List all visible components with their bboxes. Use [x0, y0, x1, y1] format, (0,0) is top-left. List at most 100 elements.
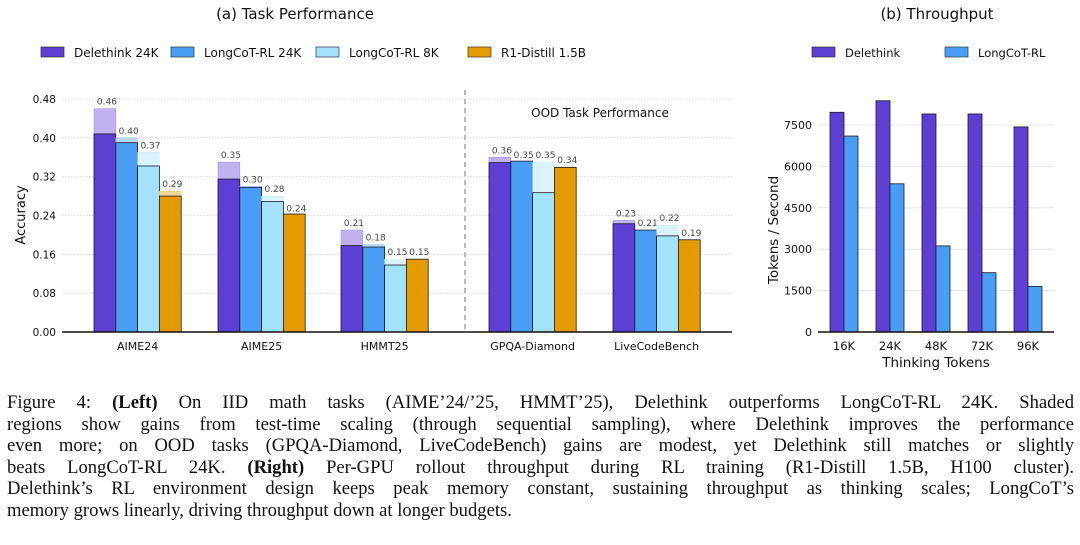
- bar: [340, 245, 364, 333]
- caption-text: memory grows linearly, driving throughpu…: [7, 499, 512, 521]
- bar-scaling-gain: [261, 195, 284, 202]
- bar: [510, 160, 533, 333]
- x-tick-label: HMMT25: [361, 340, 409, 353]
- bar-scaling-gain: [115, 137, 138, 143]
- bar: [843, 135, 859, 333]
- bar: [634, 229, 657, 333]
- bar: [384, 264, 407, 333]
- data-label: 0.22: [659, 214, 679, 224]
- y-tick-label: 4500: [784, 202, 812, 215]
- bar-scaling-gain: [532, 161, 555, 193]
- data-label: 0.46: [97, 98, 117, 108]
- data-label: 0.35: [221, 151, 241, 161]
- caption-text: Per-GPU rollout throughput during RL tra…: [304, 456, 1074, 478]
- data-label: 0.37: [140, 141, 160, 151]
- figure: (a) Task Performance Delethink 24K LongCoT…: [14, 5, 1054, 371]
- caption-text: Delethink’s RL environment design keeps …: [7, 478, 1074, 500]
- bar: [829, 111, 845, 333]
- x-tick-label: AIME24: [117, 340, 158, 353]
- x-tick-label: 72K: [971, 339, 994, 353]
- x-tick-label: 96K: [1017, 339, 1040, 353]
- chart-title: (a) Task Performance: [216, 5, 374, 23]
- y-axis-label: Accuracy: [14, 185, 29, 245]
- ood-annotation: OOD Task Performance: [531, 106, 669, 120]
- y-tick-label: 6000: [784, 160, 812, 173]
- data-label: 0.19: [681, 229, 701, 239]
- caption-line: Figure 4: (Left) On IID math tasks (AIME…: [7, 392, 1074, 414]
- bar-scaling-gain: [93, 108, 117, 135]
- figure-caption: Figure 4: (Left) On IID math tasks (AIME…: [7, 392, 1074, 522]
- x-tick-label: LiveCodeBench: [614, 340, 699, 353]
- chart-title: (b) Throughput: [880, 5, 993, 23]
- bar: [115, 142, 139, 333]
- data-label: 0.34: [557, 156, 577, 166]
- bar: [921, 113, 937, 333]
- bar: [875, 100, 891, 333]
- data-label: 0.30: [243, 175, 263, 185]
- y-tick-label: 1500: [784, 285, 812, 298]
- bar: [554, 167, 577, 333]
- bar-scaling-gain: [384, 258, 407, 266]
- data-label: 0.35: [535, 151, 555, 161]
- bar: [967, 113, 983, 333]
- legend-label: LongCoT-RL: [978, 46, 1046, 60]
- data-label: 0.35: [514, 151, 534, 161]
- data-label: 0.24: [286, 205, 306, 215]
- data-label: 0.21: [638, 219, 658, 229]
- y-tick-label: 0.32: [33, 172, 56, 184]
- legend-label: R1-Distill 1.5B: [501, 46, 586, 60]
- x-tick-label: GPQA-Diamond: [490, 340, 575, 353]
- bar: [532, 192, 555, 333]
- caption-bold-text: (Right): [247, 456, 305, 478]
- caption-line: Delethink’s RL environment design keeps …: [7, 478, 1074, 500]
- bar: [282, 213, 306, 333]
- bar: [612, 223, 636, 333]
- bar: [239, 186, 263, 333]
- bar: [137, 165, 160, 333]
- data-label: 0.21: [344, 219, 364, 229]
- y-axis-label: Tokens / Second: [766, 176, 782, 285]
- y-tick-label: 0.08: [33, 288, 56, 300]
- y-tick-label: 0.00: [33, 327, 56, 339]
- legend-label: Delethink 24K: [74, 46, 160, 60]
- bar: [678, 239, 701, 333]
- bar: [981, 272, 997, 333]
- y-tick-label: 0.24: [33, 211, 57, 223]
- y-tick-label: 3000: [784, 243, 812, 256]
- bar: [889, 183, 905, 333]
- bar-scaling-gain: [488, 156, 512, 163]
- bar: [656, 235, 679, 333]
- bar-scaling-gain: [217, 161, 241, 180]
- caption-text: Figure 4:: [7, 392, 113, 413]
- data-label: 0.29: [162, 180, 182, 190]
- caption-text: regions show gains from test-time scalin…: [7, 413, 1074, 435]
- legend-label: Delethink: [845, 46, 900, 60]
- data-label: 0.15: [387, 248, 407, 258]
- data-label: 0.15: [409, 248, 429, 258]
- y-tick-label: 0.40: [33, 133, 56, 145]
- caption-text: beats LongCoT-RL 24K.: [7, 456, 248, 478]
- bar: [261, 201, 284, 333]
- bar-scaling-gain: [159, 190, 182, 197]
- y-tick-label: 0: [805, 326, 812, 339]
- caption-bold-text: (Left): [112, 392, 158, 413]
- bar: [158, 195, 182, 333]
- caption-line: even more; on OOD tasks (GPQA-Diamond, L…: [7, 435, 1074, 457]
- bar-scaling-gain: [612, 220, 636, 225]
- caption-line: memory grows linearly, driving throughpu…: [7, 500, 1074, 522]
- bar: [1013, 126, 1029, 333]
- data-label: 0.23: [616, 209, 636, 219]
- x-tick-label: 16K: [833, 339, 856, 353]
- legend-swatch: [315, 46, 340, 58]
- y-tick-label: 7500: [784, 119, 812, 132]
- data-label: 0.36: [492, 146, 512, 156]
- bar: [362, 246, 385, 333]
- caption-text: even more; on OOD tasks (GPQA-Diamond, L…: [7, 435, 1074, 457]
- bar: [935, 245, 951, 333]
- bar: [217, 178, 241, 333]
- bar: [93, 133, 117, 333]
- legend-swatch: [811, 46, 836, 58]
- y-tick-label: 0.16: [33, 249, 57, 261]
- data-label: 0.18: [366, 234, 386, 244]
- legend-swatch: [944, 46, 969, 58]
